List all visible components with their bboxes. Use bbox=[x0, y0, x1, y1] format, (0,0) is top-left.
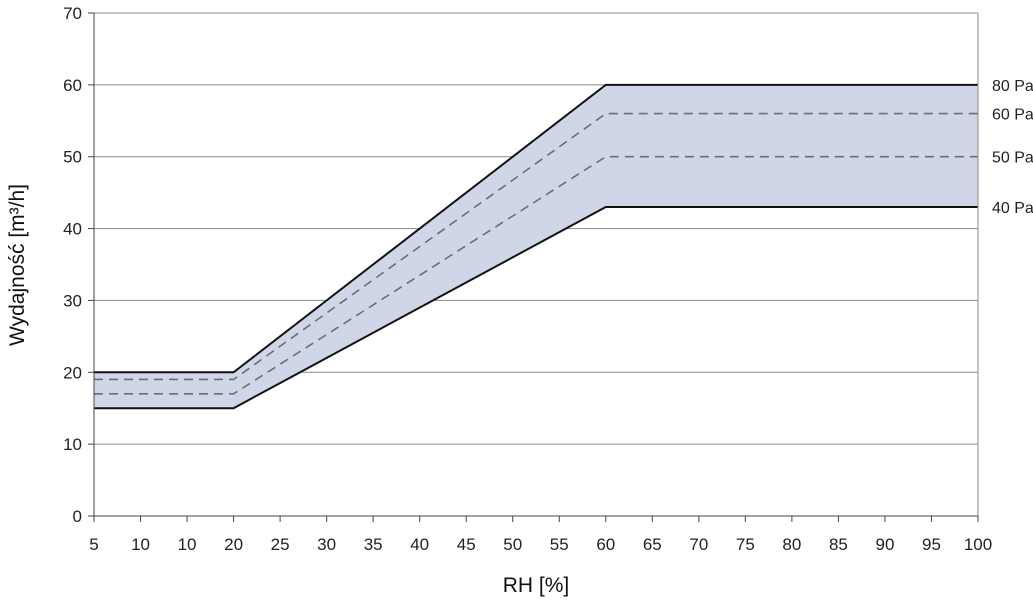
x-tick-label: 20 bbox=[224, 535, 243, 554]
x-tick-label: 100 bbox=[964, 535, 992, 554]
y-tick-label: 30 bbox=[63, 291, 82, 310]
x-tick-label: 5 bbox=[89, 535, 98, 554]
band bbox=[94, 84, 978, 409]
y-tick-label: 20 bbox=[63, 363, 82, 382]
x-axis-title: RH [%] bbox=[503, 574, 570, 597]
x-tick-label: 55 bbox=[550, 535, 569, 554]
y-tick-label: 50 bbox=[63, 148, 82, 167]
series-lines bbox=[94, 83, 978, 410]
x-tick-label: 40 bbox=[410, 535, 429, 554]
series-line-40-pa bbox=[94, 206, 978, 410]
series-label: 60 Pa bbox=[992, 107, 1033, 124]
series-label: 40 Pa bbox=[992, 200, 1033, 217]
range-band bbox=[94, 84, 978, 409]
x-tick-label: 85 bbox=[829, 535, 848, 554]
series-labels: 80 Pa 60 Pa 50 Pa 40 Pa bbox=[992, 78, 1033, 217]
x-tick-label: 90 bbox=[875, 535, 894, 554]
y-tick-label: 60 bbox=[63, 76, 82, 95]
y-tick-label: 70 bbox=[63, 4, 82, 23]
series-label: 80 Pa bbox=[992, 78, 1033, 95]
axes bbox=[93, 13, 979, 517]
x-tick-label: 35 bbox=[364, 535, 383, 554]
series-line-80-pa bbox=[94, 83, 978, 374]
x-tick-label: 95 bbox=[922, 535, 941, 554]
x-tick-label: 75 bbox=[736, 535, 755, 554]
series-label: 50 Pa bbox=[992, 150, 1033, 167]
x-tick-label: 25 bbox=[271, 535, 290, 554]
x-tick-label: 70 bbox=[689, 535, 708, 554]
y-axis-title: Wydajność [m³/h] bbox=[6, 184, 29, 346]
x-tick-label: 10 bbox=[178, 535, 197, 554]
y-tick-label: 0 bbox=[73, 507, 82, 526]
x-tick-label: 30 bbox=[317, 535, 336, 554]
y-tick-label: 10 bbox=[63, 435, 82, 454]
x-tick-label: 80 bbox=[782, 535, 801, 554]
series-line-60-pa bbox=[94, 112, 978, 381]
y-tick-labels: 0 10 20 30 40 50 60 70 bbox=[63, 4, 94, 526]
x-tick-label: 10 bbox=[131, 535, 150, 554]
x-tick-label: 45 bbox=[457, 535, 476, 554]
y-tick-label: 40 bbox=[63, 220, 82, 239]
x-tick-label: 50 bbox=[503, 535, 522, 554]
series-line-50-pa bbox=[94, 155, 978, 395]
x-tick-labels: 5 10 10 20 25 30 35 40 45 50 55 60 65 70 75 80 85 90 95 100 bbox=[89, 516, 992, 554]
x-tick-label: 60 bbox=[596, 535, 615, 554]
x-tick-label: 65 bbox=[643, 535, 662, 554]
